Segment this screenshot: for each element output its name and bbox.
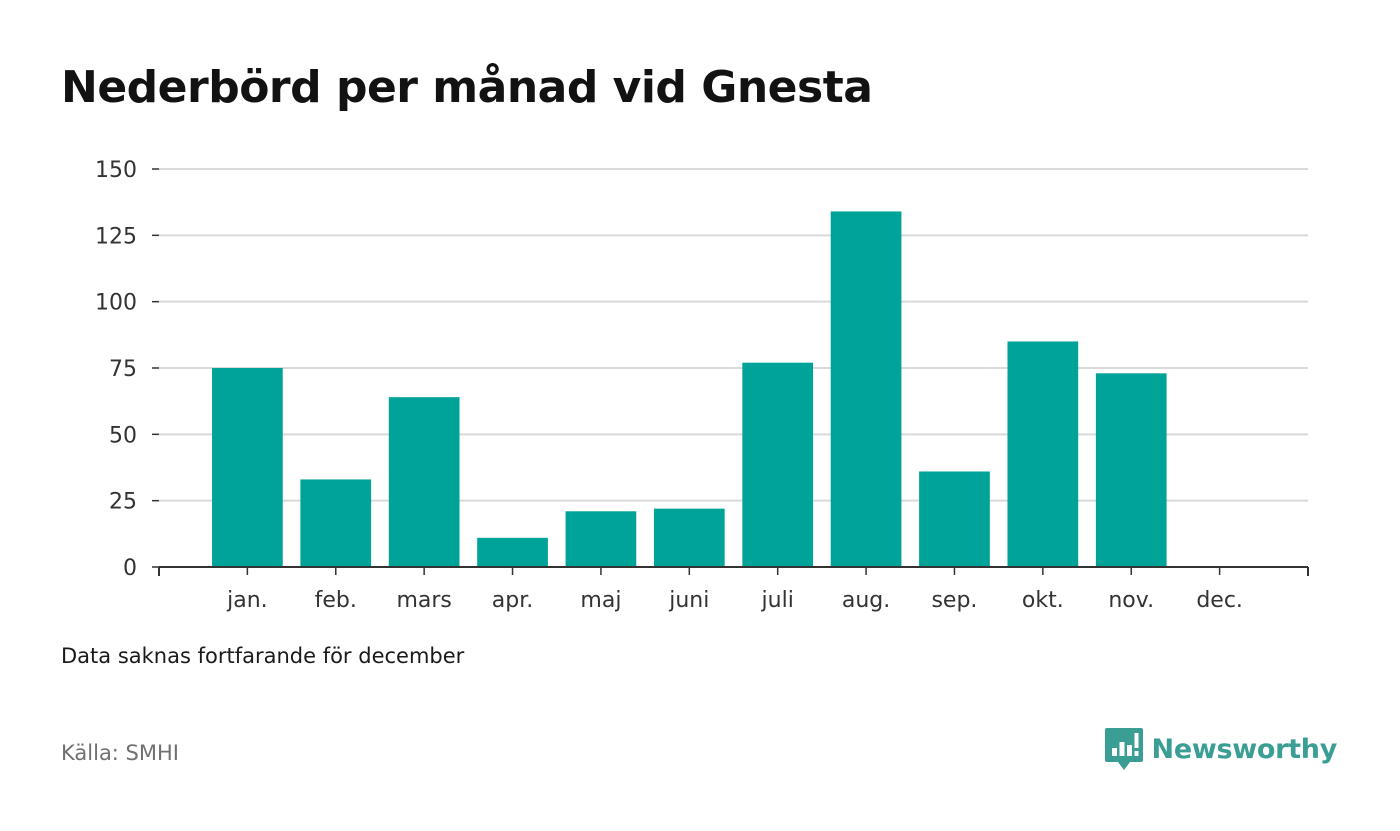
bar — [212, 368, 283, 567]
x-tick-label: maj — [580, 588, 621, 613]
newsworthy-logo-icon — [1104, 728, 1143, 770]
y-tick-label: 25 — [109, 490, 137, 515]
bar — [477, 537, 548, 567]
x-tick-label: okt. — [1022, 588, 1064, 613]
footnote: Data saknas fortfarande för december — [61, 644, 465, 668]
x-tick-label: aug. — [842, 588, 890, 613]
brand-logo[interactable]: Newsworthy — [1104, 726, 1337, 772]
brand-name: Newsworthy — [1151, 733, 1338, 765]
bar — [653, 508, 725, 567]
x-tick-label: dec. — [1196, 588, 1243, 613]
bar-chart: 0 25 50 75 100 125 150 jan. feb. mars apr. maj juni… — [95, 158, 1309, 613]
x-tick-label: nov. — [1108, 588, 1154, 613]
chart-title: Nederbörd per månad vid Gnesta — [61, 62, 873, 113]
x-axis: jan. feb. mars apr. maj juni juli aug. sep. okt. n… — [158, 566, 1309, 613]
x-tick-label: juni — [668, 588, 709, 613]
y-tick-label: 125 — [95, 224, 137, 249]
y-axis-ticks: 0 25 50 75 100 125 150 — [95, 158, 159, 581]
bar — [388, 397, 460, 567]
bar — [830, 211, 902, 567]
x-tick-label: jan. — [226, 588, 268, 613]
bar — [300, 479, 372, 567]
x-tick-label: juli — [761, 588, 794, 613]
x-tick-label: feb. — [315, 588, 357, 613]
bar — [565, 511, 637, 567]
x-tick-label: sep. — [931, 588, 977, 613]
bar — [1007, 341, 1079, 567]
bar — [919, 471, 990, 567]
y-tick-label: 0 — [123, 556, 137, 581]
bars — [212, 211, 1167, 567]
y-tick-label: 150 — [95, 158, 137, 183]
bar — [742, 362, 814, 567]
source-label: Källa: SMHI — [61, 741, 179, 765]
x-tick-label: apr. — [492, 588, 533, 613]
y-tick-label: 75 — [109, 357, 137, 382]
bar — [1095, 373, 1167, 567]
y-tick-label: 100 — [95, 291, 137, 316]
y-tick-label: 50 — [109, 423, 137, 448]
x-tick-label: mars — [396, 588, 451, 613]
